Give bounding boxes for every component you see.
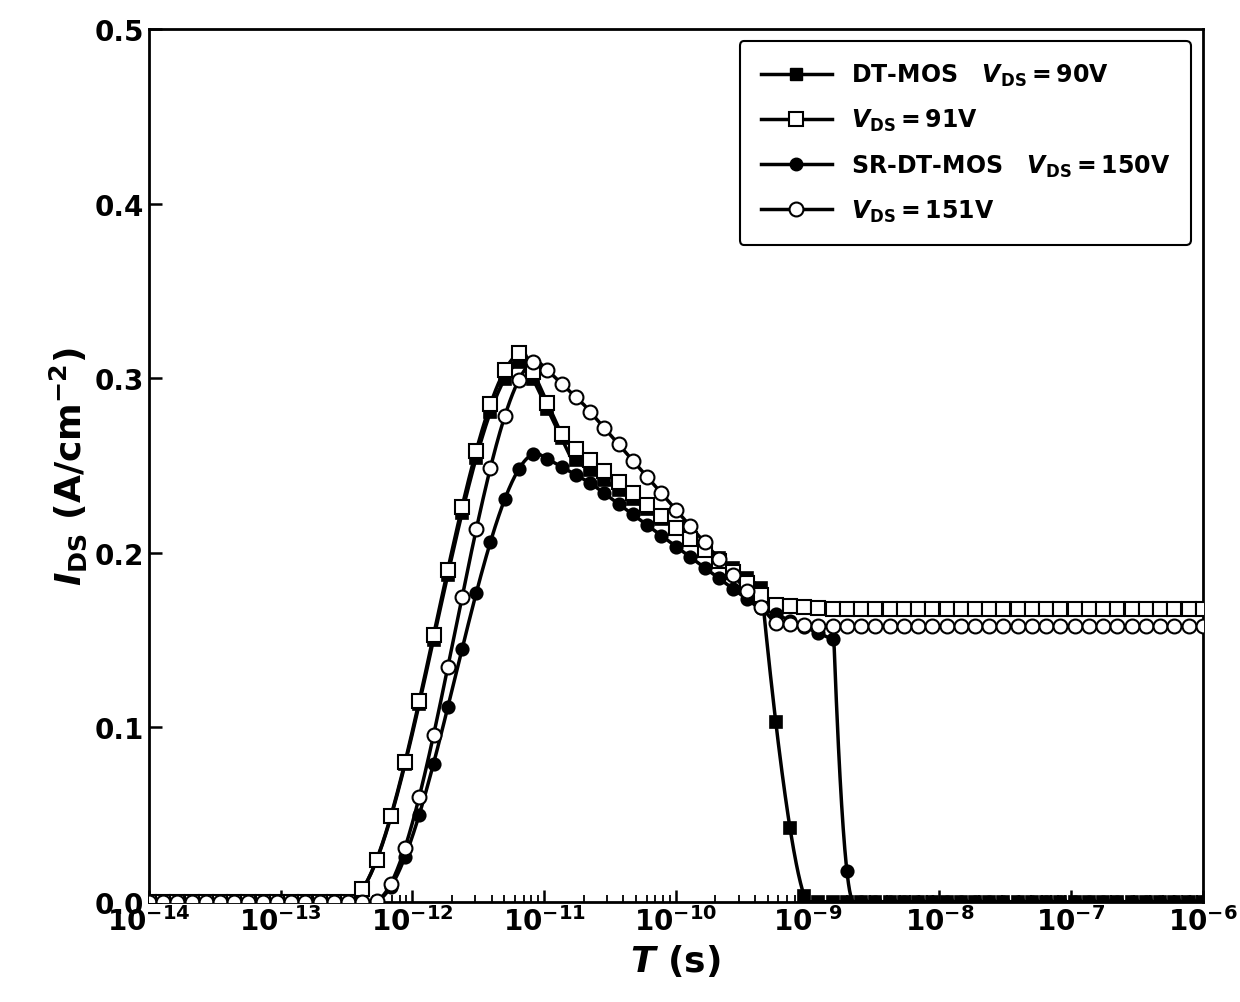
Legend: DT-MOS   $\bfit{V}_{\mathbf{DS}}\mathbf{=90V}$, $\bfit{V}_{\mathbf{DS}}\mathbf{=: DT-MOS $\bfit{V}_{\mathbf{DS}}\mathbf{=9…	[739, 42, 1190, 245]
Y-axis label: $\bfit{I}_{\mathbf{DS}}$ $\mathbf{(A/cm^{-2})}$: $\bfit{I}_{\mathbf{DS}}$ $\mathbf{(A/cm^…	[47, 347, 89, 585]
X-axis label: $\bfit{T}$ $\mathbf{(s)}$: $\bfit{T}$ $\mathbf{(s)}$	[630, 942, 722, 978]
